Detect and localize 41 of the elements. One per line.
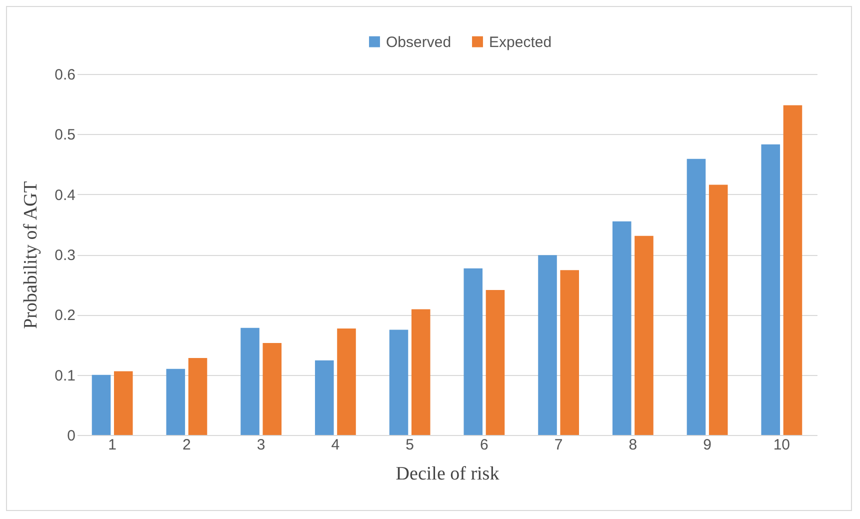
- bar: [337, 328, 356, 435]
- x-tick-label: 9: [703, 436, 712, 454]
- legend-label: Observed: [386, 34, 452, 51]
- y-tick-label: 0: [67, 428, 76, 444]
- x-tick-label: 3: [256, 436, 266, 454]
- x-tick-label: 6: [480, 436, 488, 454]
- bar: [464, 268, 483, 435]
- legend-label: Expected: [489, 34, 552, 51]
- y-tick-label: 0.1: [54, 367, 76, 384]
- x-axis-title: Decile of risk: [396, 464, 500, 484]
- bar: [188, 358, 208, 435]
- x-tick-label: 8: [628, 436, 638, 454]
- x-tick-label: 7: [554, 436, 563, 454]
- x-tick-label: 1: [108, 436, 116, 454]
- x-tick-label: 4: [331, 436, 340, 454]
- y-axis-title: Probability of AGT: [20, 180, 42, 329]
- bar: [634, 236, 654, 435]
- bar: [389, 330, 408, 435]
- bar: [166, 368, 186, 435]
- bar: [240, 328, 260, 435]
- bar: [114, 371, 133, 435]
- y-tick-label: 0.4: [54, 186, 76, 204]
- y-tick-label: 0.6: [54, 66, 76, 84]
- bar: [411, 309, 430, 435]
- y-tick-label: 0.2: [54, 307, 76, 324]
- bar: [92, 374, 111, 435]
- bar: [486, 290, 505, 435]
- y-tick-label: 0.3: [54, 247, 76, 264]
- bar: [538, 255, 557, 435]
- bar: [686, 158, 706, 435]
- bar: [761, 144, 780, 435]
- bar: [262, 342, 282, 435]
- y-tick-label: 0.5: [54, 126, 76, 144]
- bar: [314, 360, 334, 435]
- x-tick-label: 2: [182, 436, 191, 454]
- x-tick-label: 10: [773, 436, 790, 454]
- bar: [612, 221, 632, 435]
- bar: [708, 184, 728, 435]
- bar: [560, 270, 580, 435]
- bar: [783, 105, 802, 435]
- x-tick-label: 5: [406, 436, 414, 454]
